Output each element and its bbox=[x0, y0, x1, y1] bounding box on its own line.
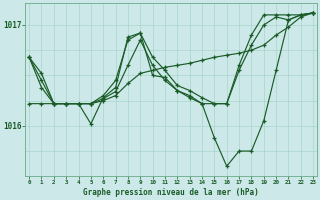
X-axis label: Graphe pression niveau de la mer (hPa): Graphe pression niveau de la mer (hPa) bbox=[83, 188, 259, 197]
